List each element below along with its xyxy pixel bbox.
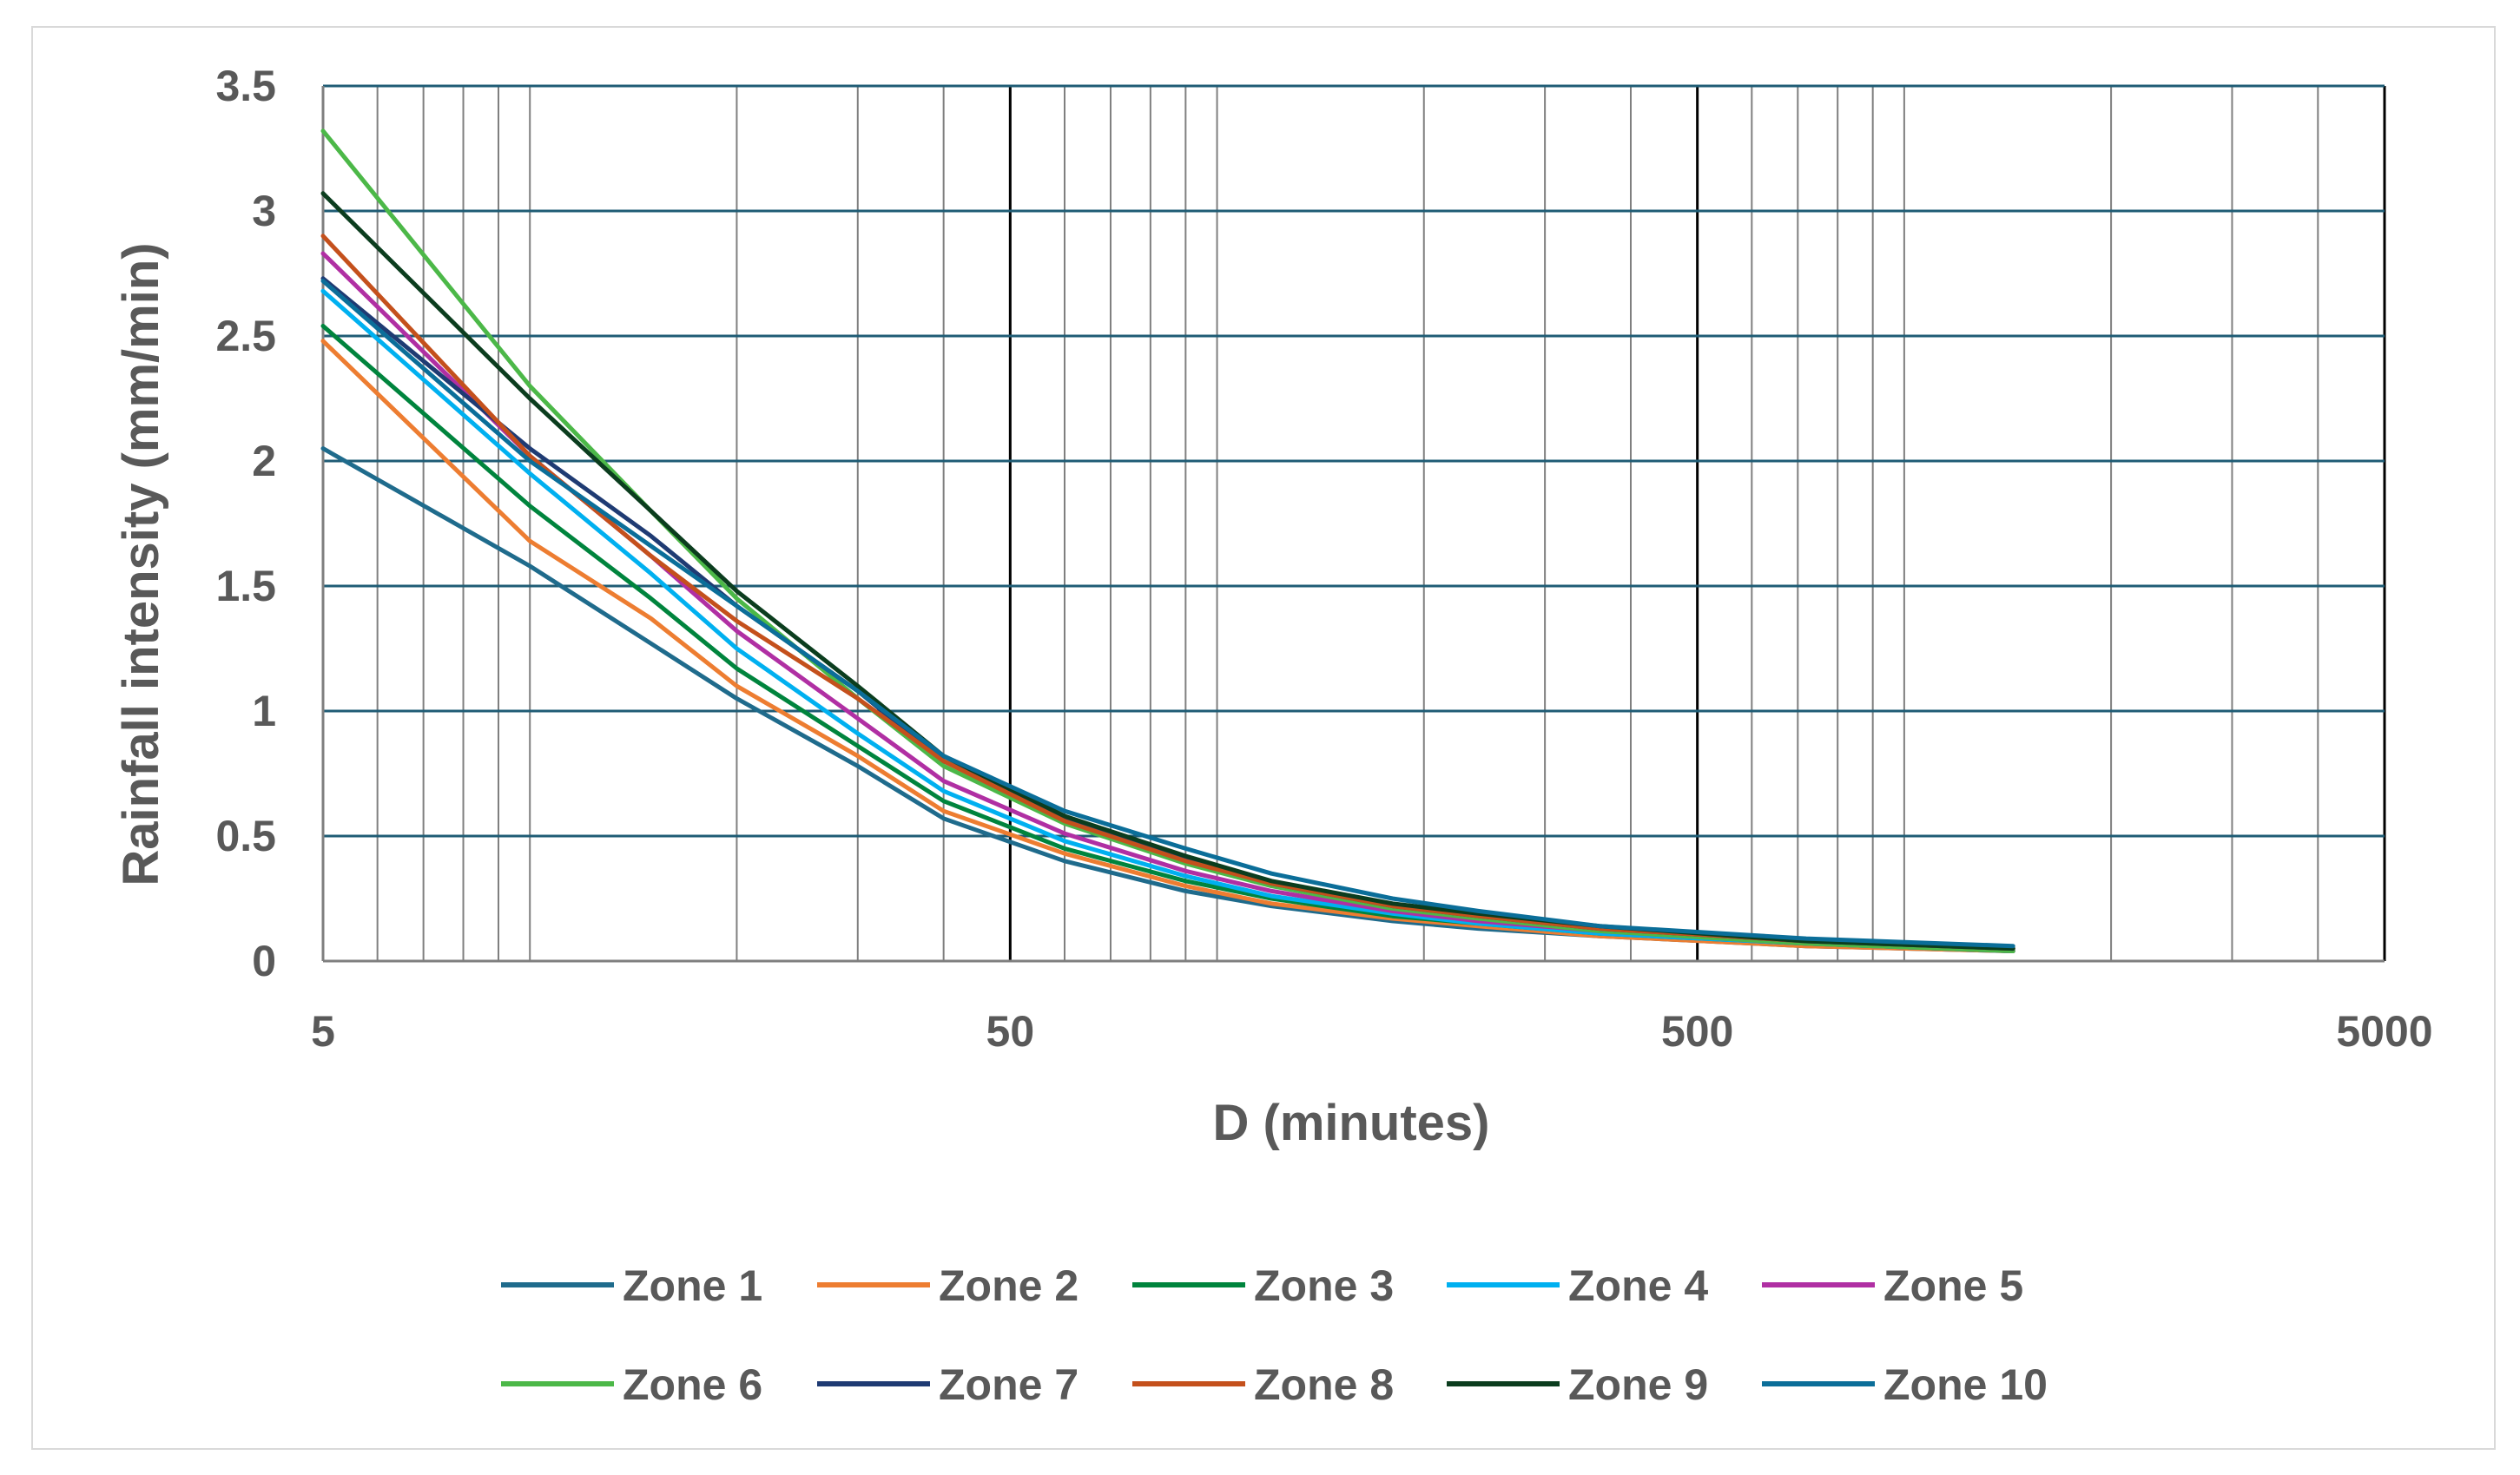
y-tick-label: 3 [252,187,276,235]
legend-item-zone-3: Zone 3 [1132,1261,1394,1310]
legend-label: Zone 9 [1568,1360,1708,1409]
series-line-zone-4 [320,288,2015,953]
y-axis-title: Rainfall intensity (mm/min) [113,242,169,886]
legend-item-zone-6: Zone 6 [501,1360,762,1409]
y-tick-label: 1.5 [215,562,276,610]
y-tick-label: 0.5 [215,812,276,860]
series-line-zone-2 [320,339,2015,953]
y-tick-label: 2.5 [215,312,276,360]
x-tick-label: 500 [1661,1007,1733,1056]
legend-label: Zone 8 [1254,1360,1394,1409]
legend-label: Zone 10 [1883,1360,2048,1409]
legend-item-zone-5: Zone 5 [1762,1261,2023,1310]
x-tick-labels: 5 50 500 5000 [311,1007,2433,1056]
x-tick-label: 5000 [2336,1007,2432,1056]
legend-label: Zone 6 [623,1360,762,1409]
legend-label: Zone 1 [623,1261,762,1310]
minor-gridlines [376,86,2319,961]
legend-item-zone-9: Zone 9 [1447,1360,1708,1409]
legend: Zone 1 Zone 2 Zone 3 Zone 4 Zone 5 Zone 6 Zone… [501,1261,2048,1409]
series-lines [320,128,2015,953]
legend-item-zone-8: Zone 8 [1132,1360,1394,1409]
legend-label: Zone 7 [939,1360,1079,1409]
y-tick-labels: 0 0.5 1 1.5 2 2.5 3 3.5 [215,62,276,985]
y-tick-label: 0 [252,937,276,985]
chart-frame [31,26,2496,1450]
series-line-zone-8 [320,234,2015,952]
legend-item-zone-10: Zone 10 [1762,1360,2048,1409]
legend-label: Zone 2 [939,1261,1079,1310]
x-axis-title: D (minutes) [1213,1095,1490,1151]
legend-item-zone-2: Zone 2 [817,1261,1079,1310]
series-line-zone-10 [320,279,2015,949]
x-tick-label: 5 [311,1007,335,1056]
legend-label: Zone 3 [1254,1261,1394,1310]
legend-label: Zone 5 [1883,1261,2023,1310]
legend-item-zone-4: Zone 4 [1447,1261,1708,1310]
y-tick-label: 2 [252,437,276,485]
legend-label: Zone 4 [1568,1261,1708,1310]
legend-item-zone-7: Zone 7 [817,1360,1079,1409]
y-tick-label: 3.5 [215,62,276,110]
series-line-zone-5 [320,251,2015,953]
y-tick-label: 1 [252,687,276,735]
x-tick-label: 50 [986,1007,1035,1056]
legend-item-zone-1: Zone 1 [501,1261,762,1310]
